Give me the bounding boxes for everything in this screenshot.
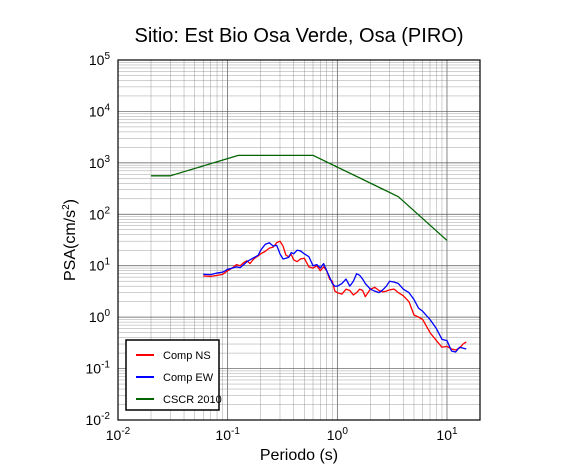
x-tick-label: 100 (327, 426, 349, 443)
y-tick-label: 104 (89, 102, 111, 119)
series-line-2 (151, 154, 448, 241)
legend-label-2: CSCR 2010 (163, 394, 222, 406)
chart-title: Sitio: Est Bio Osa Verde, Osa (PIRO) (134, 25, 463, 47)
x-tick-label: 10-2 (106, 426, 131, 443)
y-tick-label: 101 (89, 257, 111, 274)
y-axis-label: PSA(cm/s2) (61, 199, 79, 281)
x-axis-label: Periodo (s) (260, 447, 338, 464)
legend: Comp NS Comp EW CSCR 2010 (125, 339, 222, 411)
grid (117, 59, 481, 421)
plot-border (117, 59, 481, 421)
y-axis-label-sup: 2 (61, 204, 72, 210)
y-tick-label: 103 (89, 154, 111, 171)
series-lines (151, 154, 467, 353)
x-tick-labels: 10-2 10-1 100 101 (106, 426, 458, 443)
x-tick-label: 10-1 (215, 426, 240, 443)
y-tick-label: 10-1 (86, 360, 111, 377)
series-line-1 (203, 242, 467, 353)
legend-entries: Comp NS Comp EW CSCR 2010 (136, 350, 222, 406)
y-tick-label: 102 (89, 205, 111, 222)
legend-label-1: Comp EW (163, 372, 214, 384)
y-axis-label-end: ) (62, 199, 79, 204)
y-axis-label-base: PSA(cm/s (62, 210, 79, 281)
y-tick-labels: 10-2 10-1 100 101 102 103 104 105 (86, 51, 111, 428)
y-tick-label: 10-2 (86, 411, 111, 428)
y-tick-label: 105 (89, 51, 111, 68)
legend-label-0: Comp NS (163, 350, 211, 362)
x-tick-label: 101 (436, 426, 458, 443)
y-tick-label: 100 (89, 308, 111, 325)
